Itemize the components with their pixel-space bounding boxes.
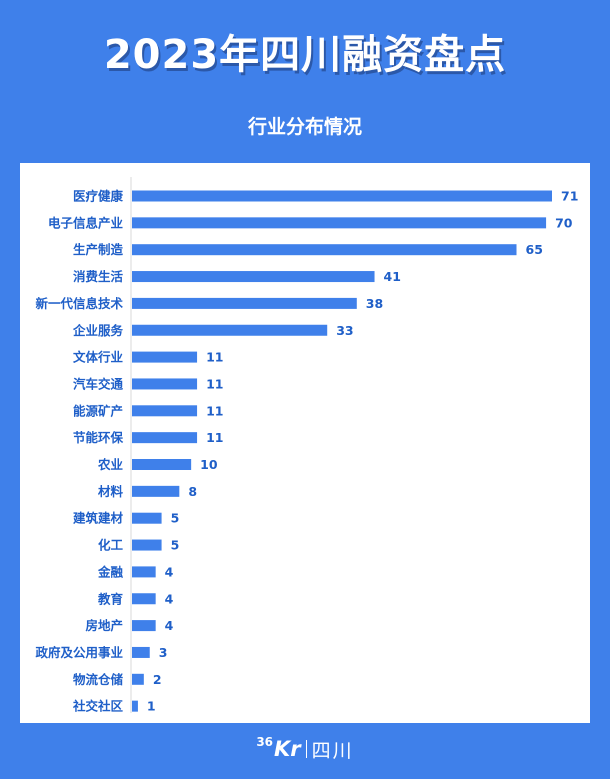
bar: [132, 324, 328, 336]
chart-subtitle: 行业分布情况: [247, 116, 362, 138]
value-label: 1: [147, 699, 156, 714]
value-label: 11: [206, 403, 223, 418]
bar: [132, 297, 357, 309]
value-label: 3: [159, 645, 168, 660]
bar: [132, 646, 150, 658]
category-label: 节能环保: [73, 430, 124, 445]
category-label: 汽车交通: [73, 376, 124, 391]
bar: [132, 539, 162, 551]
category-label: 物流仓储: [73, 672, 124, 687]
footer-logo: 36 Kr 四川: [0, 732, 610, 766]
bar: [132, 432, 198, 444]
bar: [132, 405, 198, 417]
bar: [132, 673, 144, 685]
bar: [132, 190, 552, 202]
bar: [132, 566, 156, 578]
category-label: 生产制造: [73, 242, 124, 257]
value-label: 5: [171, 538, 180, 553]
bar: [132, 244, 517, 256]
bar: [132, 485, 180, 497]
category-label: 新一代信息技术: [35, 296, 123, 311]
category-label: 政府及公用事业: [35, 645, 123, 660]
value-label: 71: [561, 189, 578, 204]
logo-divider: [305, 740, 307, 758]
value-label: 11: [206, 430, 223, 445]
value-label: 11: [206, 376, 223, 391]
bar: [132, 700, 138, 712]
category-label: 电子信息产业: [48, 215, 124, 230]
category-label: 能源矿产: [73, 403, 123, 418]
value-label: 70: [555, 215, 573, 230]
bar: [132, 217, 547, 229]
value-label: 10: [200, 457, 218, 472]
value-label: 41: [384, 269, 401, 284]
value-label: 65: [526, 242, 543, 257]
value-label: 11: [206, 350, 223, 365]
bar: [132, 378, 198, 390]
value-label: 4: [165, 564, 174, 579]
category-label: 农业: [97, 457, 124, 472]
chart-panel: 医疗健康 71 电子信息产业 70 生产制造 65 消费生活 41 新一代信息技术 38 企业服务 3…: [20, 163, 590, 723]
value-label: 2: [153, 672, 162, 687]
category-label: 社交社区: [72, 699, 124, 714]
page-title: 2023年四川融资盘点: [103, 32, 507, 78]
bar: [132, 512, 162, 524]
bar: [132, 351, 198, 363]
category-label: 金融: [97, 564, 124, 579]
bar: [132, 593, 156, 605]
category-label: 材料: [97, 484, 124, 499]
value-label: 4: [165, 591, 174, 606]
category-label: 消费生活: [73, 269, 124, 284]
category-label: 房地产: [85, 618, 123, 633]
category-label: 化工: [98, 538, 124, 553]
category-label: 企业服务: [72, 323, 124, 338]
logo-city-text: 四川: [311, 739, 354, 762]
value-label: 33: [336, 323, 353, 338]
bar: [132, 459, 192, 470]
logo-36-text: 36: [256, 735, 274, 749]
value-label: 5: [171, 511, 180, 526]
category-label: 文体行业: [73, 350, 124, 365]
category-label: 教育: [97, 591, 124, 606]
bar: [132, 620, 156, 632]
category-label: 医疗健康: [73, 189, 124, 204]
value-label: 8: [188, 484, 197, 499]
value-label: 4: [165, 618, 174, 633]
category-label: 建筑建材: [73, 511, 124, 526]
bar: [132, 271, 375, 283]
value-label: 38: [366, 296, 383, 311]
logo-kr-text: Kr: [274, 737, 301, 761]
